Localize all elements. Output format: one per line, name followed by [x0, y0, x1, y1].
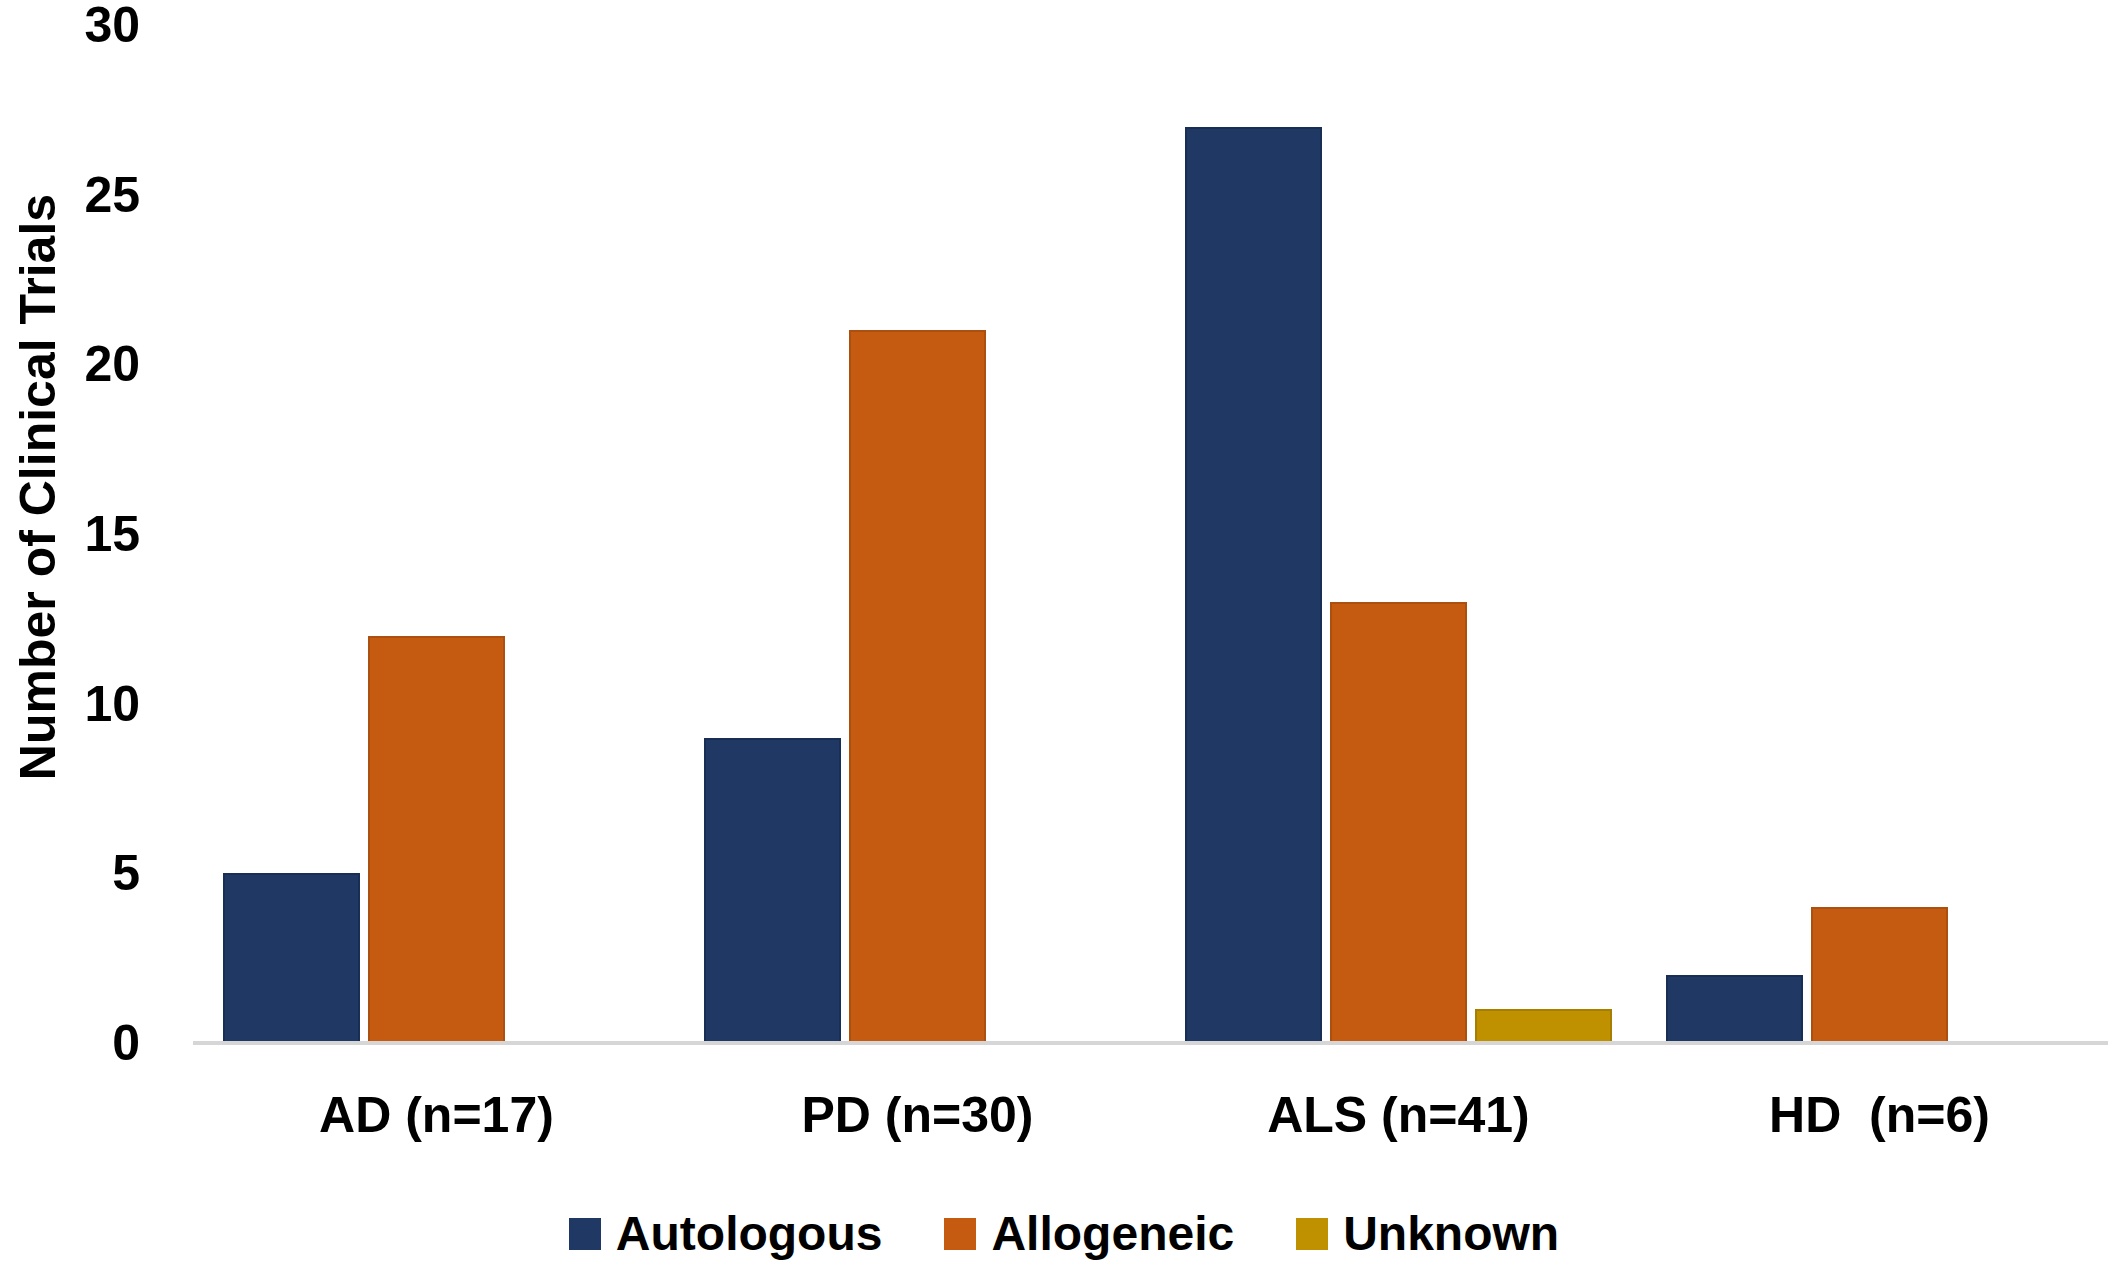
legend-swatch-allogeneic — [944, 1218, 976, 1250]
bar-autologous-als — [1185, 127, 1322, 1043]
x-category-label-als: ALS (n=41) — [1139, 1086, 1659, 1144]
bar-autologous-hd — [1666, 975, 1803, 1043]
y-tick-label-0: 0 — [10, 1015, 140, 1071]
legend-item-autologous: Autologous — [569, 1206, 883, 1262]
x-category-label-ad: AD (n=17) — [177, 1086, 697, 1144]
y-tick-label-15: 15 — [10, 506, 140, 562]
y-tick-label-10: 10 — [10, 676, 140, 732]
legend-item-allogeneic: Allogeneic — [944, 1206, 1234, 1262]
bar-allogeneic-hd — [1811, 907, 1948, 1043]
legend-swatch-unknown — [1296, 1218, 1328, 1250]
bar-autologous-ad — [223, 873, 360, 1043]
y-axis-title: Number of Clinical Trials — [8, 137, 68, 837]
bar-unknown-als — [1475, 1009, 1612, 1043]
x-category-label-pd: PD (n=30) — [658, 1086, 1178, 1144]
y-tick-label-20: 20 — [10, 336, 140, 392]
y-tick-label-30: 30 — [10, 0, 140, 53]
legend: Autologous Allogeneic Unknown — [0, 1202, 2128, 1266]
bar-allogeneic-ad — [368, 636, 505, 1043]
x-category-label-hd: HD (n=6) — [1620, 1086, 2128, 1144]
legend-label-unknown: Unknown — [1343, 1206, 1559, 1262]
legend-label-autologous: Autologous — [616, 1206, 883, 1262]
legend-label-allogeneic: Allogeneic — [991, 1206, 1234, 1262]
bar-autologous-pd — [704, 738, 841, 1043]
bar-chart: Number of Clinical Trials 0 5 10 15 20 25 30 A… — [0, 0, 2128, 1276]
legend-item-unknown: Unknown — [1296, 1206, 1559, 1262]
bar-allogeneic-als — [1330, 602, 1467, 1043]
bar-allogeneic-pd — [849, 330, 986, 1043]
legend-swatch-autologous — [569, 1218, 601, 1250]
y-tick-label-25: 25 — [10, 167, 140, 223]
x-axis-line — [193, 1041, 2108, 1045]
y-tick-label-5: 5 — [10, 845, 140, 901]
